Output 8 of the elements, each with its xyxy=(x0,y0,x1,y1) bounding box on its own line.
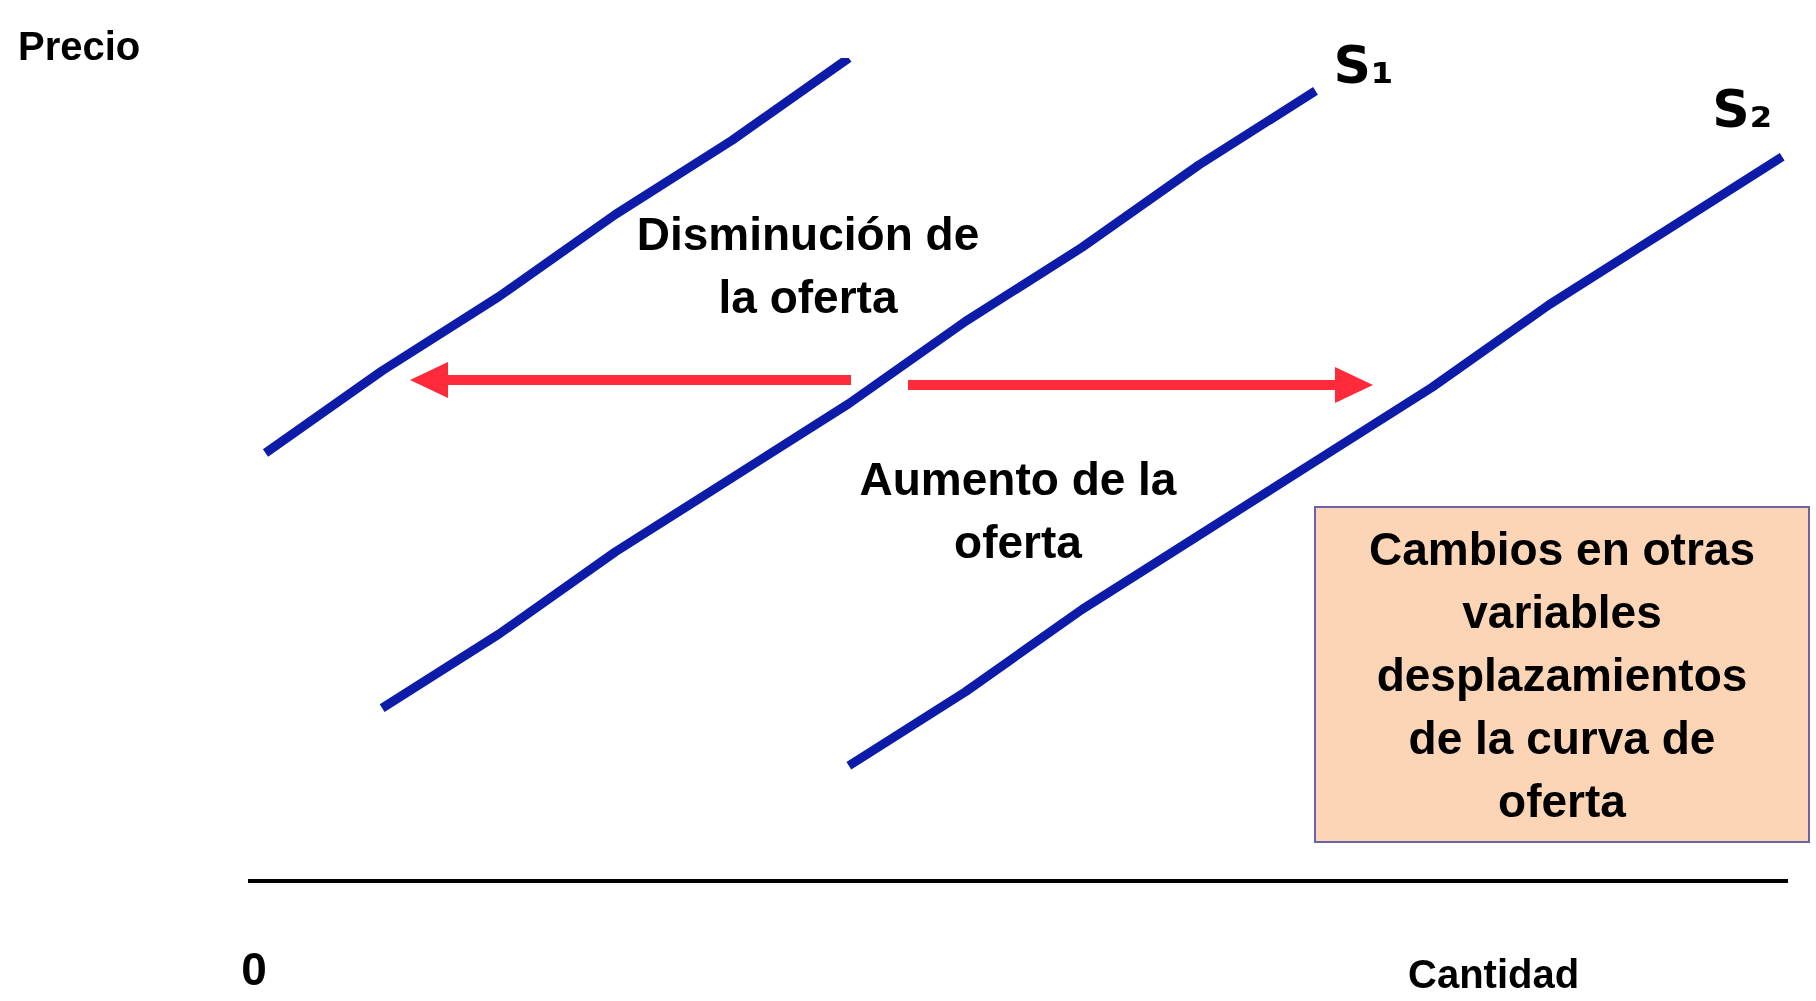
y-axis-title: Precio xyxy=(18,24,141,69)
annotation: Disminución de la oferta xyxy=(635,207,981,325)
text: 0 xyxy=(240,942,268,997)
series-label: S₁ xyxy=(1333,34,1394,95)
annotation: Aumento de la oferta xyxy=(858,452,1178,570)
annotation: Cambios en otras variables desplazamientos de la curva de oferta xyxy=(1314,506,1810,843)
series-label: S₂ xyxy=(1712,78,1773,139)
x-axis-title: Cantidad xyxy=(1408,952,1580,997)
